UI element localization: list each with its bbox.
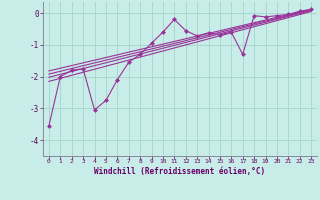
X-axis label: Windchill (Refroidissement éolien,°C): Windchill (Refroidissement éolien,°C)	[94, 167, 266, 176]
